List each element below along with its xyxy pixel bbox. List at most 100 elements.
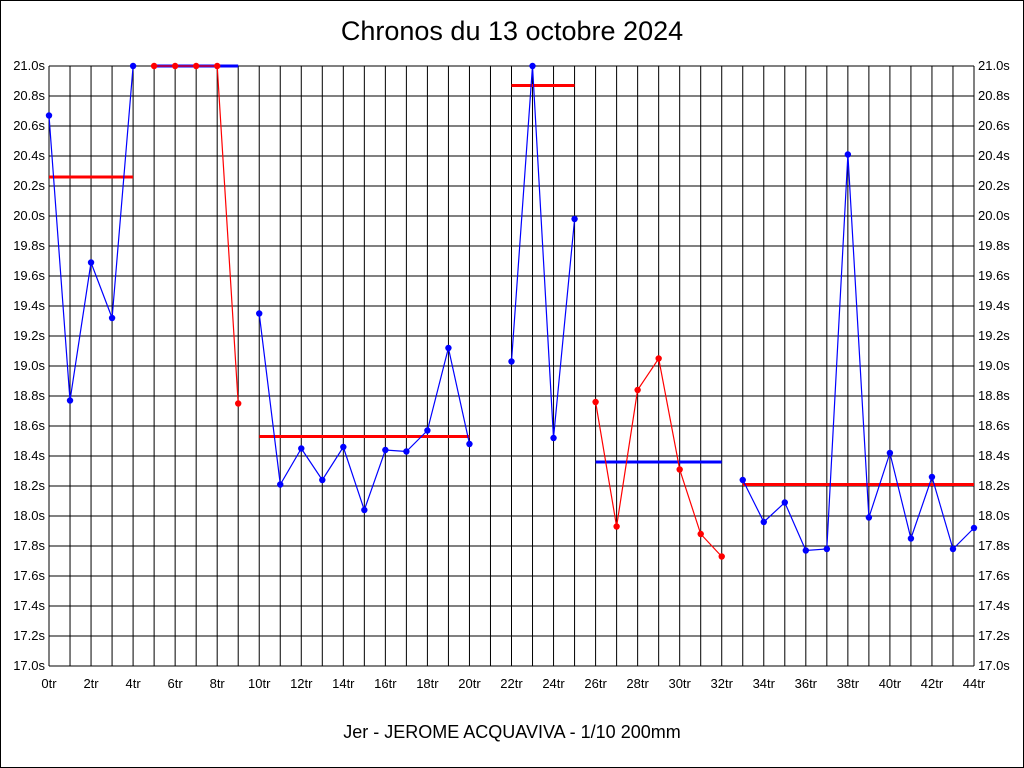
data-point bbox=[907, 535, 915, 542]
y-tick-label-right: 19.2s bbox=[978, 328, 1010, 343]
data-point bbox=[655, 355, 662, 362]
x-tick-label: 38tr bbox=[837, 676, 860, 691]
data-point bbox=[739, 476, 746, 484]
y-tick-label-left: 18.0s bbox=[13, 508, 45, 523]
y-tick-label-left: 18.4s bbox=[13, 448, 45, 463]
data-point bbox=[340, 443, 347, 451]
data-point bbox=[129, 62, 137, 70]
x-tick-label: 22tr bbox=[500, 676, 523, 691]
x-tick-label: 36tr bbox=[795, 676, 818, 691]
y-tick-label-right: 20.2s bbox=[978, 178, 1010, 193]
x-tick-label: 16tr bbox=[374, 676, 397, 691]
data-point bbox=[613, 523, 620, 530]
y-tick-label-right: 18.2s bbox=[978, 478, 1010, 493]
y-tick-label-left: 17.0s bbox=[13, 658, 45, 673]
x-tick-label: 8tr bbox=[210, 676, 226, 691]
x-tick-label: 12tr bbox=[290, 676, 313, 691]
data-point bbox=[445, 344, 452, 352]
chart-caption: Jer - JEROME ACQUAVIVA - 1/10 200mm bbox=[343, 722, 681, 742]
y-tick-label-left: 18.6s bbox=[13, 418, 45, 433]
y-tick-label-right: 17.6s bbox=[978, 568, 1010, 583]
data-point bbox=[256, 310, 263, 317]
x-tick-label: 42tr bbox=[921, 676, 944, 691]
data-point bbox=[150, 62, 158, 70]
y-tick-label-left: 20.0s bbox=[13, 208, 45, 223]
y-tick-label-left: 19.2s bbox=[13, 328, 45, 343]
x-tick-label: 28tr bbox=[626, 676, 649, 691]
data-point bbox=[571, 215, 578, 223]
x-tick-label: 10tr bbox=[248, 676, 271, 691]
x-tick-label: 34tr bbox=[753, 676, 776, 691]
data-point bbox=[508, 358, 515, 365]
y-tick-label-left: 18.8s bbox=[13, 388, 45, 403]
data-point bbox=[108, 314, 116, 322]
y-tick-label-left: 17.6s bbox=[13, 568, 45, 583]
data-point bbox=[760, 518, 767, 526]
y-tick-label-right: 17.2s bbox=[978, 628, 1010, 643]
x-tick-label: 32tr bbox=[711, 676, 734, 691]
y-tick-label-right: 20.4s bbox=[978, 148, 1010, 163]
data-point bbox=[361, 506, 368, 514]
y-tick-label-left: 20.8s bbox=[13, 88, 45, 103]
data-point bbox=[550, 434, 557, 442]
data-point bbox=[171, 62, 179, 70]
data-point bbox=[844, 151, 852, 158]
data-point bbox=[466, 440, 473, 448]
x-tick-label: 14tr bbox=[332, 676, 355, 691]
chart-title: Chronos du 13 octobre 2024 bbox=[340, 16, 684, 46]
y-tick-label-right: 21.0s bbox=[978, 58, 1010, 73]
x-tick-label: 18tr bbox=[416, 676, 439, 691]
data-point bbox=[697, 530, 704, 538]
data-point bbox=[298, 445, 305, 452]
x-tick-label: 30tr bbox=[668, 676, 691, 691]
y-tick-label-left: 20.6s bbox=[13, 118, 45, 133]
x-tick-label: 24tr bbox=[542, 676, 565, 691]
y-tick-label-right: 18.8s bbox=[978, 388, 1010, 403]
y-tick-label-right: 20.6s bbox=[978, 118, 1010, 133]
x-tick-label: 4tr bbox=[126, 676, 142, 691]
data-point bbox=[235, 400, 242, 407]
x-tick-label: 2tr bbox=[83, 676, 99, 691]
data-point bbox=[928, 473, 936, 481]
data-point bbox=[87, 259, 95, 266]
y-tick-label-left: 20.4s bbox=[13, 148, 45, 163]
data-point bbox=[382, 446, 389, 454]
x-tick-label: 40tr bbox=[879, 676, 902, 691]
data-point bbox=[970, 524, 978, 532]
y-tick-label-right: 18.0s bbox=[978, 508, 1010, 523]
x-tick-label: 20tr bbox=[458, 676, 481, 691]
data-point bbox=[592, 398, 599, 406]
y-tick-label-right: 19.0s bbox=[978, 358, 1010, 373]
y-tick-label-left: 20.2s bbox=[13, 178, 45, 193]
data-point bbox=[319, 476, 326, 484]
y-tick-label-left: 21.0s bbox=[13, 58, 45, 73]
data-point bbox=[634, 386, 641, 394]
data-point bbox=[718, 553, 725, 560]
data-point bbox=[781, 499, 788, 506]
y-tick-label-right: 17.4s bbox=[978, 598, 1010, 613]
data-point bbox=[865, 514, 873, 521]
y-tick-label-left: 18.2s bbox=[13, 478, 45, 493]
data-point bbox=[424, 427, 431, 434]
data-point bbox=[66, 397, 74, 404]
y-tick-label-left: 19.6s bbox=[13, 268, 45, 283]
y-tick-label-right: 19.8s bbox=[978, 238, 1010, 253]
data-point bbox=[45, 112, 53, 119]
x-tick-label: 44tr bbox=[963, 676, 986, 691]
data-point bbox=[823, 545, 831, 553]
data-point bbox=[277, 481, 284, 488]
y-tick-label-left: 17.4s bbox=[13, 598, 45, 613]
y-tick-label-right: 19.4s bbox=[978, 298, 1010, 313]
data-point bbox=[213, 62, 221, 70]
y-tick-label-right: 17.0s bbox=[978, 658, 1010, 673]
series-line bbox=[742, 154, 975, 552]
data-point bbox=[802, 547, 810, 554]
y-tick-label-right: 20.0s bbox=[978, 208, 1010, 223]
x-tick-label: 26tr bbox=[584, 676, 607, 691]
data-point bbox=[886, 449, 894, 457]
data-point bbox=[949, 545, 957, 553]
y-tick-label-left: 17.2s bbox=[13, 628, 45, 643]
y-tick-label-left: 19.0s bbox=[13, 358, 45, 373]
series-line bbox=[510, 65, 576, 439]
